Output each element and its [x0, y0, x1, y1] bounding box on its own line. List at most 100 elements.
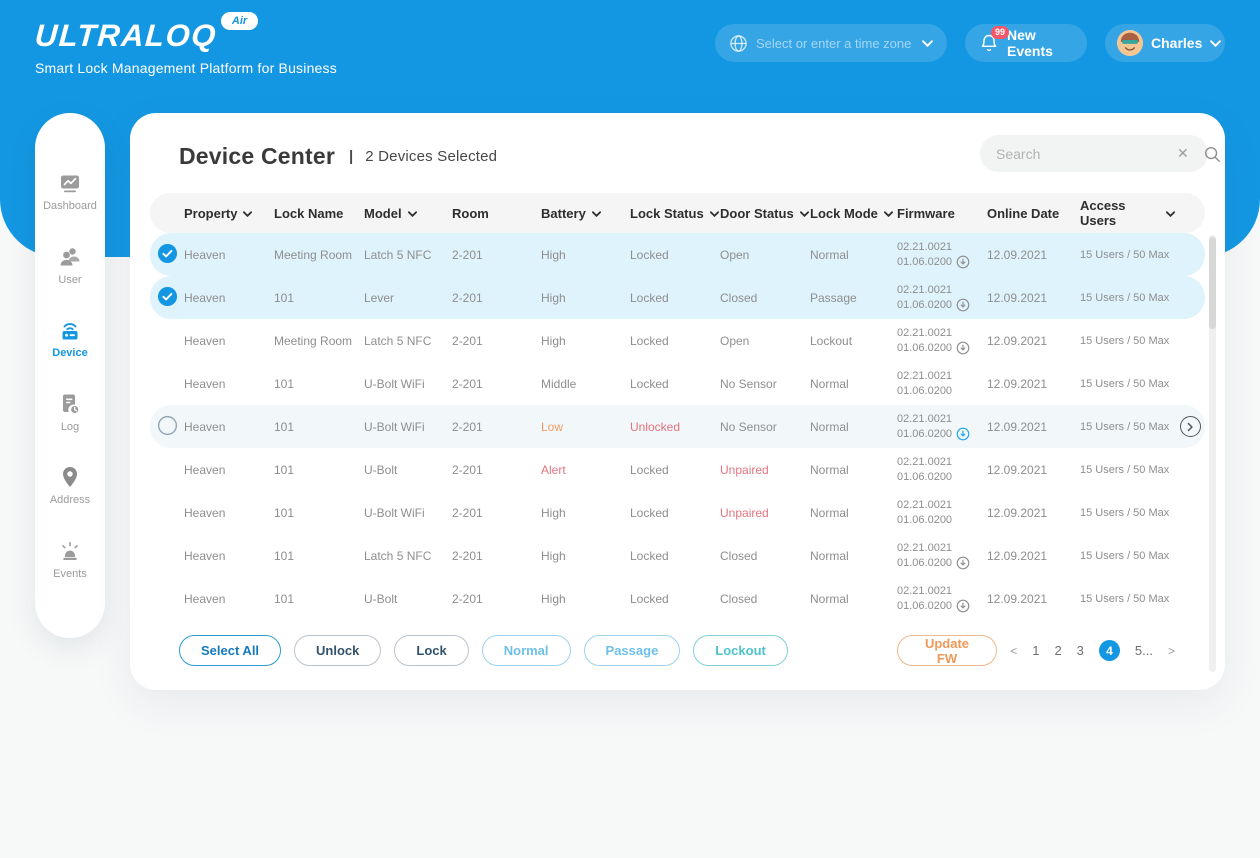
firmware-download-icon[interactable] — [956, 341, 970, 355]
chevron-down-icon — [799, 210, 809, 217]
cell-property: Heaven — [184, 376, 226, 391]
cell-lock-mode: Normal — [810, 548, 849, 563]
row-detail-arrow[interactable] — [1179, 416, 1201, 437]
cell-property: Heaven — [184, 548, 226, 563]
brand-tagline: Smart Lock Management Platform for Busin… — [35, 60, 337, 76]
cell-model: U-Bolt WiFi — [364, 505, 425, 520]
cell-room: 2-201 — [452, 247, 483, 262]
cell-model: Latch 5 NFC — [364, 333, 432, 348]
firmware-download-icon[interactable] — [956, 427, 970, 441]
cell-battery: Alert — [541, 462, 566, 477]
title-divider: | — [349, 148, 354, 165]
sidebar-item-log[interactable]: Log — [57, 392, 83, 433]
cell-lock-name: 101 — [274, 419, 295, 434]
search-input[interactable] — [996, 145, 1177, 162]
page-2[interactable]: 2 — [1054, 643, 1062, 658]
column-battery[interactable]: Battery — [541, 206, 630, 221]
column-property[interactable]: Property — [184, 206, 274, 221]
map-pin-icon — [50, 465, 90, 489]
new-events-button[interactable]: 99 New Events — [965, 24, 1087, 62]
passage-mode-button[interactable]: Passage — [583, 635, 681, 666]
column-lock-status[interactable]: Lock Status — [630, 206, 720, 221]
brand-air-badge: Air — [220, 12, 259, 30]
table-row[interactable]: Heaven 101 U-Bolt 2-201 Alert Locked Unp… — [150, 448, 1205, 491]
table-row[interactable]: Heaven Meeting Room Latch 5 NFC 2-201 Hi… — [150, 319, 1205, 362]
firmware-download-icon[interactable] — [956, 599, 970, 613]
cell-lock-name: 101 — [274, 376, 295, 391]
dashboard-icon — [43, 171, 97, 195]
table-row[interactable]: Heaven 101 Lever 2-201 High Locked Close… — [150, 276, 1205, 319]
column-model[interactable]: Model — [364, 206, 452, 221]
cell-room: 2-201 — [452, 333, 483, 348]
table-scrollbar-thumb[interactable] — [1209, 237, 1216, 329]
row-checkbox[interactable] — [150, 243, 184, 267]
column-door-status[interactable]: Door Status — [720, 206, 810, 221]
cell-lock-name: 101 — [274, 548, 295, 563]
cell-battery: High — [541, 591, 566, 606]
firmware-download-icon[interactable] — [956, 298, 970, 312]
page-3[interactable]: 3 — [1076, 643, 1084, 658]
column-room: Room — [452, 205, 489, 221]
lock-button[interactable]: Lock — [394, 635, 469, 666]
update-fw-button[interactable]: Update FW — [897, 635, 997, 666]
cell-model: U-Bolt WiFi — [364, 376, 425, 391]
cell-lock-status: Unlocked — [630, 419, 681, 434]
table-row[interactable]: Heaven 101 U-Bolt WiFi 2-201 Middle Lock… — [150, 362, 1205, 405]
cell-online-date: 12.09.2021 — [987, 505, 1048, 520]
search-icon[interactable] — [1203, 145, 1221, 163]
table-row[interactable]: Heaven 101 Latch 5 NFC 2-201 High Locked… — [150, 534, 1205, 577]
alarm-icon — [53, 539, 87, 563]
sidebar-item-address[interactable]: Address — [50, 465, 90, 506]
timezone-select[interactable]: Select or enter a time zone — [715, 24, 947, 62]
cell-model: U-Bolt — [364, 462, 398, 477]
log-icon — [57, 392, 83, 416]
cell-lock-name: Meeting Room — [274, 333, 353, 348]
device-center-panel: Device Center | 2 Devices Selected ✕ Pro… — [130, 113, 1225, 690]
chevron-down-icon — [1166, 210, 1175, 217]
row-checkbox[interactable] — [150, 286, 184, 310]
user-icon — [57, 245, 83, 269]
table-body: Heaven Meeting Room Latch 5 NFC 2-201 Hi… — [150, 233, 1205, 620]
search-box: ✕ — [980, 135, 1220, 172]
select-all-button[interactable]: Select All — [179, 635, 282, 666]
cell-battery: Middle — [541, 376, 577, 391]
page-1[interactable]: 1 — [1032, 643, 1040, 658]
table-row[interactable]: Heaven 101 U-Bolt 2-201 High Locked Clos… — [150, 577, 1205, 620]
sidebar-item-device[interactable]: Device — [52, 318, 88, 359]
table-row[interactable]: Heaven 101 U-Bolt WiFi 2-201 Low Unlocke… — [150, 405, 1205, 448]
column-access-users[interactable]: Access Users — [1080, 198, 1175, 228]
prev-page-button[interactable]: < — [1010, 643, 1018, 658]
cell-room: 2-201 — [452, 376, 483, 391]
table-row[interactable]: Heaven Meeting Room Latch 5 NFC 2-201 Hi… — [150, 233, 1205, 276]
cell-lock-status: Locked — [630, 505, 669, 520]
cell-access-users: 15 Users / 50 Max — [1080, 506, 1170, 519]
cell-lock-status: Locked — [630, 462, 669, 477]
lockout-mode-button[interactable]: Lockout — [693, 635, 788, 666]
cell-property: Heaven — [184, 591, 226, 606]
cell-door-status: Open — [720, 333, 750, 348]
row-checkbox[interactable] — [150, 415, 184, 439]
firmware-download-icon[interactable] — [956, 556, 970, 570]
page-4-current[interactable]: 4 — [1098, 640, 1120, 661]
cell-lock-status: Locked — [630, 591, 669, 606]
next-page-button[interactable]: > — [1167, 643, 1175, 658]
sidebar-item-events[interactable]: Events — [53, 539, 87, 580]
cell-access-users: 15 Users / 50 Max — [1080, 592, 1170, 605]
sidebar-item-dashboard[interactable]: Dashboard — [43, 171, 97, 212]
chevron-down-icon — [709, 210, 719, 217]
normal-mode-button[interactable]: Normal — [481, 635, 571, 666]
firmware-download-icon[interactable] — [956, 255, 970, 269]
sidebar-item-user[interactable]: User — [57, 245, 83, 286]
page-5[interactable]: 5... — [1134, 643, 1153, 658]
chevron-down-icon — [407, 210, 417, 217]
clear-search-icon[interactable]: ✕ — [1177, 145, 1189, 161]
sidebar-item-label: User — [58, 273, 82, 286]
chevron-down-icon — [1210, 39, 1222, 47]
cell-firmware: 02.21.0021 01.06.0200 — [897, 412, 987, 441]
cell-room: 2-201 — [452, 462, 483, 477]
table-row[interactable]: Heaven 101 U-Bolt WiFi 2-201 High Locked… — [150, 491, 1205, 534]
user-menu[interactable]: Charles — [1105, 24, 1225, 62]
column-lock-mode[interactable]: Lock Mode — [810, 206, 897, 221]
table-scrollbar-track — [1209, 235, 1216, 672]
unlock-button[interactable]: Unlock — [294, 635, 382, 666]
